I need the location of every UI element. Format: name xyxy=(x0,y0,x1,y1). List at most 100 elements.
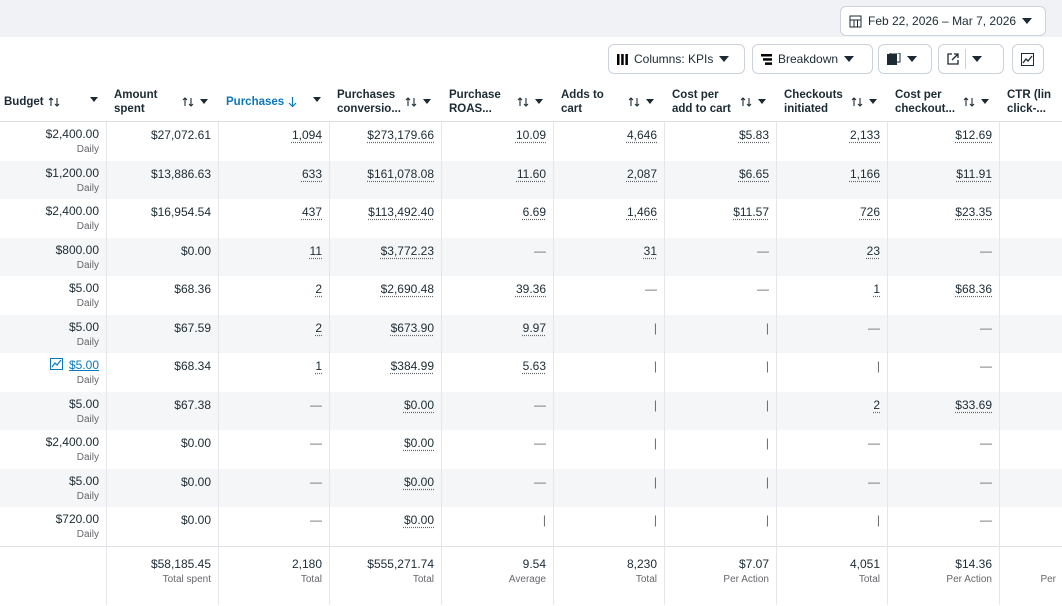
header-label: Purchases xyxy=(226,95,284,109)
cell-value: 1,166 xyxy=(850,167,880,181)
column-header[interactable]: Checkouts initiated xyxy=(776,82,887,122)
column-divider xyxy=(106,122,107,605)
column-header[interactable]: Budget xyxy=(0,82,106,122)
column-header[interactable]: CTR (lin click-... xyxy=(999,82,1062,122)
cell-value: — xyxy=(757,244,769,258)
budget: $2,400.00 xyxy=(46,204,99,218)
cell-value: — xyxy=(980,321,992,335)
cell-value: — xyxy=(868,436,880,450)
cell-value: — xyxy=(310,436,322,450)
total-label: Total xyxy=(301,574,322,585)
budget: $720.00 xyxy=(56,512,99,526)
total-label: Per Action xyxy=(946,574,992,585)
table-row: $720.00$0.00—$0.00||||—Daily xyxy=(0,507,1062,546)
budget-note: Daily xyxy=(77,183,99,194)
cell-value: | xyxy=(766,475,769,489)
breakdown-button[interactable]: Breakdown xyxy=(752,44,873,74)
budget: $1,200.00 xyxy=(46,166,99,180)
total-value: $14.36 xyxy=(955,557,992,571)
budget: $2,400.00 xyxy=(46,127,99,141)
cell-value: 2,133 xyxy=(850,128,880,142)
cell-value: $68.36 xyxy=(955,282,992,296)
budget-note: Daily xyxy=(77,221,99,232)
cell-value: — xyxy=(757,282,769,296)
cell-value: | xyxy=(654,513,657,527)
sort-controls[interactable] xyxy=(851,97,877,107)
sort-controls[interactable] xyxy=(288,97,329,107)
date-range-button[interactable]: Feb 22, 2026 – Mar 7, 2026 xyxy=(840,6,1046,36)
sort-controls[interactable] xyxy=(740,97,766,107)
total-label: Average xyxy=(509,574,546,585)
cell-value: $113,492.40 xyxy=(368,205,434,219)
budget-note: Daily xyxy=(77,491,99,502)
chart-button[interactable] xyxy=(1012,44,1044,74)
sort-controls[interactable] xyxy=(182,97,208,107)
cell-value: | xyxy=(766,321,769,335)
caret xyxy=(719,56,729,62)
column-header[interactable]: Purchase ROAS... xyxy=(441,82,553,122)
column-divider xyxy=(999,122,1000,605)
cell-value: — xyxy=(980,513,992,527)
column-divider xyxy=(887,122,888,605)
export-button[interactable] xyxy=(938,44,1004,74)
reports-button[interactable] xyxy=(878,44,932,74)
header-label: Purchase ROAS... xyxy=(449,88,511,116)
cell-value: $13,886.63 xyxy=(151,167,211,181)
columns-button[interactable]: Columns: KPIs xyxy=(608,44,745,74)
cell-value: — xyxy=(980,359,992,373)
cell-value: 6.69 xyxy=(523,205,546,219)
cell-value: 2 xyxy=(315,282,322,296)
budget-note: Daily xyxy=(77,529,99,540)
cell-value: $2,690.48 xyxy=(381,282,434,296)
cell-value: $67.59 xyxy=(174,321,211,335)
sort-controls[interactable] xyxy=(963,97,989,107)
column-divider xyxy=(553,122,554,605)
total-label: Total spent xyxy=(163,574,211,585)
cell-value: 23 xyxy=(867,244,880,258)
column-header[interactable]: Purchases conversio... xyxy=(329,82,441,122)
cell-value: $384.99 xyxy=(391,359,434,373)
cell-value: $273,179.66 xyxy=(367,128,434,142)
sort-controls[interactable] xyxy=(405,97,431,107)
header-label: Checkouts initiated xyxy=(784,88,846,116)
breakdown-label: Breakdown xyxy=(778,52,838,66)
cell-value: $11.91 xyxy=(956,167,992,181)
cell-value: — xyxy=(534,398,546,412)
budget-note: Daily xyxy=(77,144,99,155)
cell-value: 1 xyxy=(873,282,880,296)
header-label: Cost per checkout... xyxy=(895,88,957,116)
cell-value: | xyxy=(654,436,657,450)
cell-value: $0.00 xyxy=(181,436,211,450)
column-header[interactable]: Adds to cart xyxy=(553,82,664,122)
header-label: Purchases conversio... xyxy=(337,88,399,116)
columns-icon xyxy=(617,54,628,65)
cell-value: | xyxy=(654,398,657,412)
cell-value: $27,072.61 xyxy=(151,128,211,142)
cell-value: $23.35 xyxy=(955,205,992,219)
column-header[interactable]: Cost per checkout... xyxy=(887,82,999,122)
column-divider xyxy=(218,122,219,605)
cell-value: 9.97 xyxy=(523,321,546,335)
sort-controls[interactable] xyxy=(48,97,106,107)
cell-value: 1,094 xyxy=(292,128,322,142)
sort-controls[interactable] xyxy=(628,97,654,107)
cell-value: — xyxy=(534,475,546,489)
cell-value: $0.00 xyxy=(181,244,211,258)
column-header[interactable]: Purchases xyxy=(218,82,329,122)
cell-value: — xyxy=(868,475,880,489)
budget[interactable]: $5.00 xyxy=(69,358,99,372)
sort-controls[interactable] xyxy=(517,97,543,107)
column-header[interactable]: Amount spent xyxy=(106,82,218,122)
caret xyxy=(844,56,854,62)
caret xyxy=(1022,18,1032,24)
budget-note: Daily xyxy=(77,375,99,386)
column-header[interactable]: Cost per add to cart xyxy=(664,82,776,122)
column-divider xyxy=(664,122,665,605)
